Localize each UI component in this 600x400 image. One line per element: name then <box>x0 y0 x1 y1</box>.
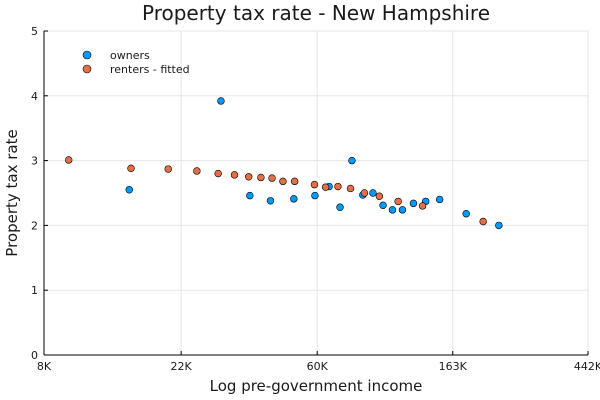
data-point-renters-fitted <box>268 174 276 182</box>
data-point-renters-fitted <box>290 177 299 186</box>
data-point-renters-fitted <box>360 189 369 197</box>
x-tick-label: 442K <box>574 360 600 373</box>
data-point-renters-fitted <box>418 202 427 210</box>
data-point-owners <box>462 210 470 218</box>
legend-entry-label: owners <box>110 49 150 62</box>
data-point-renters-fitted <box>279 177 287 186</box>
data-point-renters-fitted <box>214 169 222 178</box>
x-tick-label: 163K <box>439 360 468 373</box>
axes-layer: 8K 22K 60K 163K 442K 0 1 2 3 4 5 <box>31 25 600 373</box>
x-tick-label: 22K <box>171 360 193 373</box>
data-point-renters-fitted <box>164 165 172 173</box>
x-tick-label: 8K <box>37 360 52 373</box>
data-point-renters-fitted <box>127 164 135 173</box>
y-tick-label: 0 <box>31 349 38 362</box>
data-point-renters-fitted <box>334 182 342 191</box>
data-point-owners <box>435 195 444 204</box>
data-point-renters-fitted <box>394 197 402 206</box>
data-point-renters-fitted <box>321 183 330 191</box>
data-point-renters-fitted <box>65 156 73 164</box>
data-point-renters-fitted <box>193 167 201 175</box>
data-point-owners <box>388 206 397 214</box>
data-point-owners <box>217 97 225 105</box>
data-point-owners <box>379 201 387 210</box>
data-point-renters-fitted <box>479 217 487 226</box>
data-point-owners <box>348 156 356 165</box>
data-point-owners <box>246 191 254 200</box>
x-tick-label: 60K <box>307 360 329 373</box>
points-layer <box>65 97 503 230</box>
data-point-owners <box>290 195 298 203</box>
y-tick-label: 5 <box>31 25 38 38</box>
data-point-owners <box>398 206 407 214</box>
legend-entry-label: renters - fitted <box>110 63 190 76</box>
data-point-owners <box>125 186 133 194</box>
y-axis-label: Property tax rate <box>3 129 21 256</box>
x-axis-label: Log pre-government income <box>210 377 423 395</box>
data-point-renters-fitted <box>245 173 253 181</box>
data-point-renters-fitted <box>257 173 265 182</box>
legend-marker <box>82 64 92 74</box>
data-point-owners <box>336 203 344 211</box>
data-point-renters-fitted <box>375 192 384 200</box>
data-point-renters-fitted <box>310 180 319 189</box>
data-point-owners <box>495 221 503 230</box>
y-tick-label: 4 <box>31 90 38 103</box>
y-tick-label: 2 <box>31 219 38 232</box>
data-point-owners <box>311 191 319 200</box>
data-point-owners <box>409 199 418 208</box>
legend-marker <box>82 50 92 60</box>
y-tick-label: 1 <box>31 284 38 297</box>
data-point-owners <box>369 189 377 197</box>
data-point-owners <box>266 197 275 205</box>
chart-title: Property tax rate - New Hampshire <box>142 1 490 25</box>
data-point-renters-fitted <box>230 171 239 179</box>
data-point-renters-fitted <box>346 184 355 193</box>
y-tick-label: 3 <box>31 155 38 168</box>
